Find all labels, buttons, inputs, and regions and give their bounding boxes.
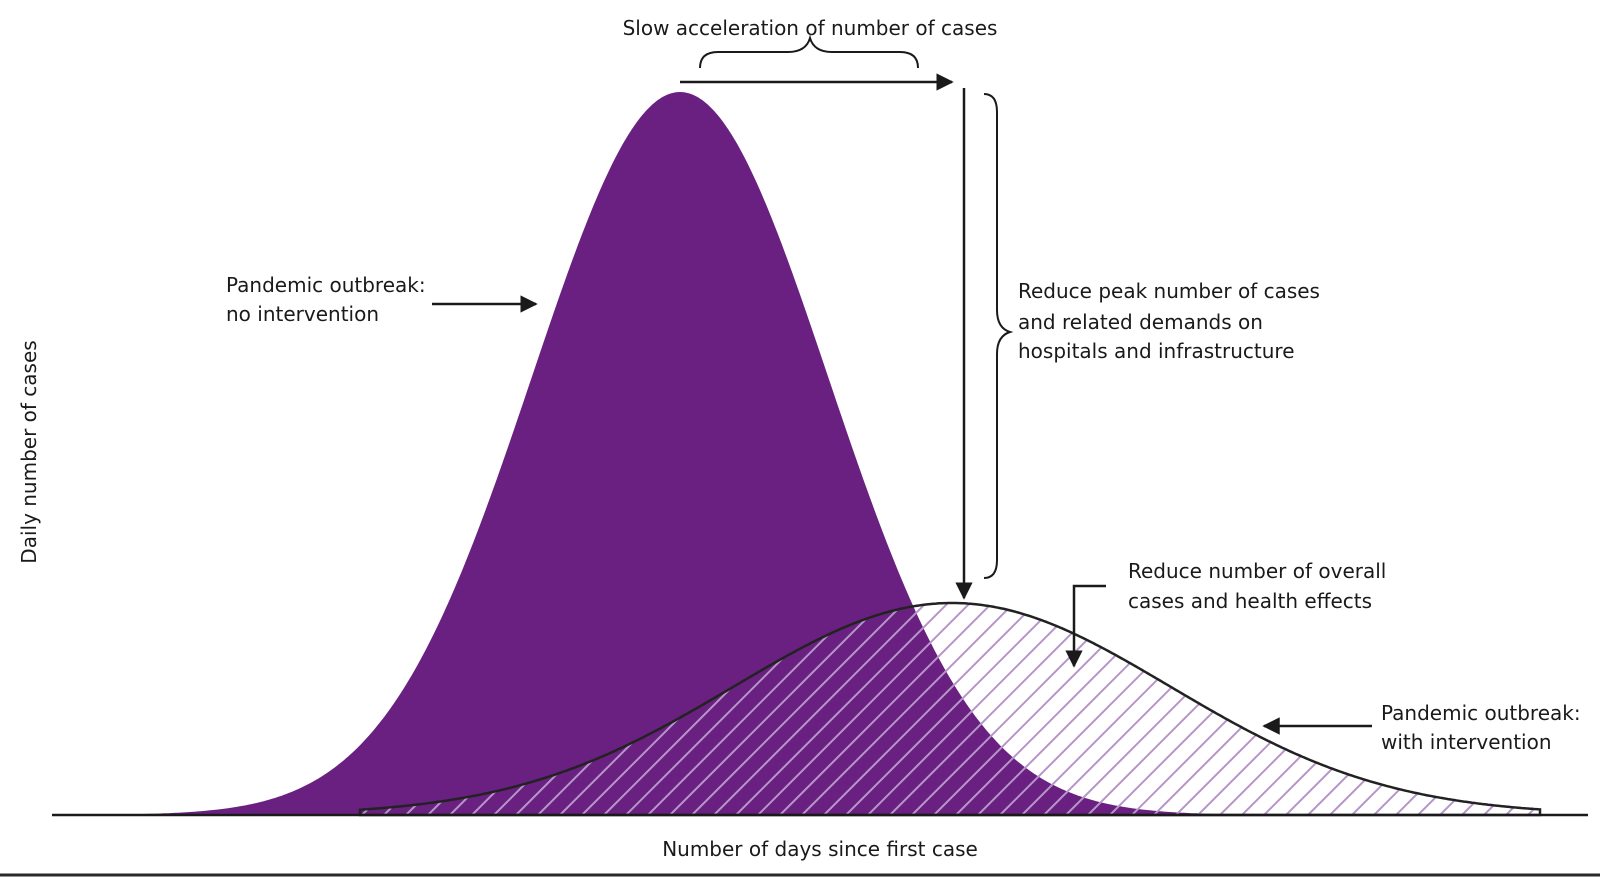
hatch-line bbox=[1505, 603, 1540, 815]
y-axis-label: Daily number of cases bbox=[17, 340, 41, 563]
reduce-overall-label-line1: Reduce number of overall bbox=[1128, 559, 1386, 583]
hatch-line bbox=[757, 603, 999, 815]
slow-acceleration-brace bbox=[699, 34, 919, 69]
x-axis-label: Number of days since first case bbox=[662, 837, 978, 861]
hatch-line bbox=[1461, 603, 1540, 815]
reduce-peak-brace bbox=[983, 93, 1014, 579]
with-intervention-label-line1: Pandemic outbreak: bbox=[1381, 701, 1581, 725]
no-intervention-label-line1: Pandemic outbreak: bbox=[226, 273, 426, 297]
hatch-line bbox=[1351, 603, 1540, 815]
hatch-line bbox=[1527, 603, 1540, 815]
hatch-line bbox=[1572, 575, 1600, 815]
no-intervention-label-line2: no intervention bbox=[226, 302, 379, 326]
hatch-line bbox=[801, 603, 1043, 815]
hatch-line bbox=[1550, 575, 1600, 815]
reduce-overall-label-line2: cases and health effects bbox=[1128, 589, 1372, 613]
hatch-line bbox=[1439, 603, 1540, 815]
slow-acceleration-label: Slow acceleration of number of cases bbox=[623, 16, 998, 40]
reduce-peak-label-line1: Reduce peak number of cases bbox=[1018, 279, 1320, 303]
with-intervention-label-line2: with intervention bbox=[1381, 730, 1552, 754]
hatch-line bbox=[1594, 575, 1600, 815]
hatch-line bbox=[735, 603, 977, 815]
hatch-line bbox=[1483, 603, 1540, 815]
hatch-line bbox=[691, 603, 933, 815]
hatch-line bbox=[1417, 603, 1540, 815]
hatch-line bbox=[1395, 603, 1540, 815]
with-intervention-curve bbox=[358, 601, 1542, 817]
reduce-overall-arrow bbox=[1065, 584, 1106, 668]
reduce-peak-label-line2: and related demands on bbox=[1018, 310, 1263, 334]
hatch-line bbox=[1373, 603, 1540, 815]
hatch-line bbox=[779, 603, 1021, 815]
reduce-peak-label-line3: hospitals and infrastructure bbox=[1018, 339, 1295, 363]
no-intervention-curve bbox=[70, 92, 1290, 815]
hatch-line bbox=[713, 603, 955, 815]
